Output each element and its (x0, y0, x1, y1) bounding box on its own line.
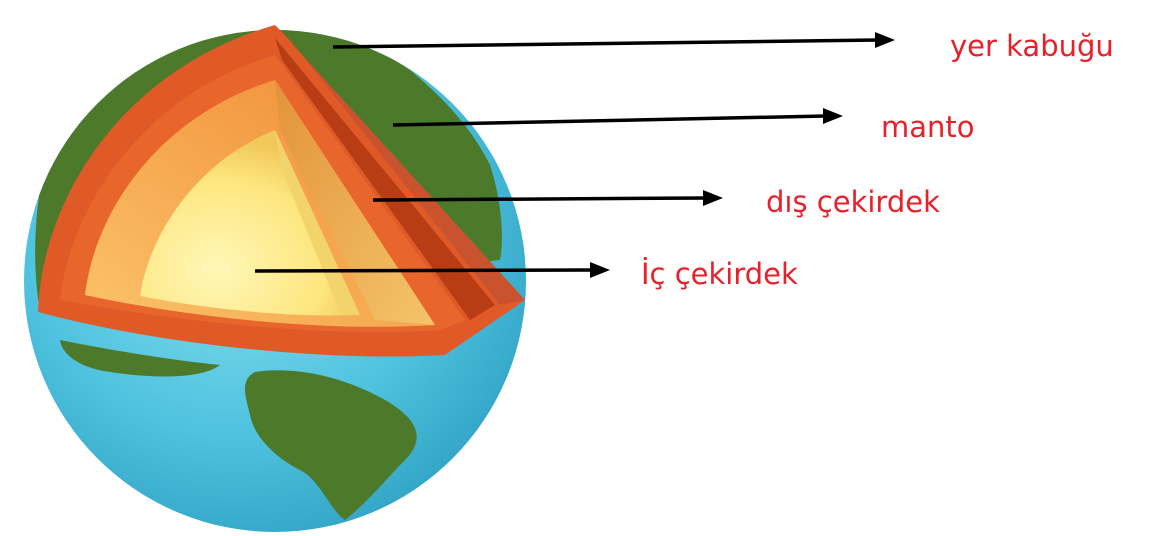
crust-arrow (332, 32, 895, 49)
inner-core-arrow (254, 262, 610, 278)
mantle-arrow (392, 108, 843, 127)
cutaway (38, 25, 525, 357)
label-mantle: manto (881, 110, 975, 144)
land-south-america (245, 370, 417, 520)
inner-core-right-face (275, 130, 360, 315)
outer-core-right-face (275, 80, 435, 325)
label-crust: yer kabuğu (950, 29, 1114, 63)
crust-rim (275, 25, 525, 305)
label-inner-core: İç çekirdek (641, 257, 798, 291)
arrows (254, 32, 895, 278)
mantle-dark-band (275, 38, 495, 320)
outer-core-arrow (372, 190, 723, 206)
land-central-america (60, 340, 220, 377)
label-outer-core: dış çekirdek (766, 185, 940, 219)
